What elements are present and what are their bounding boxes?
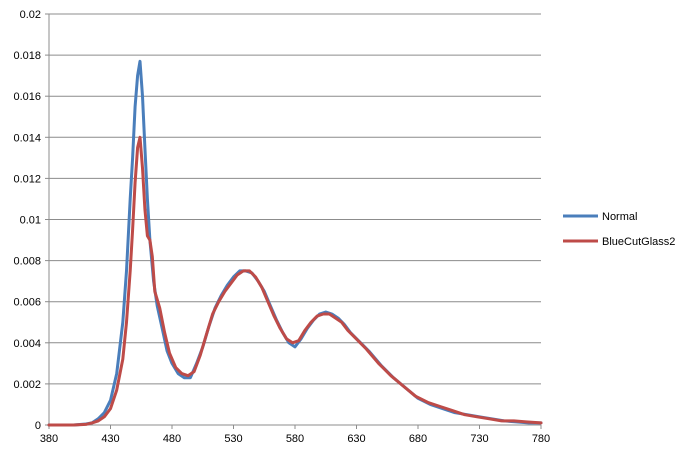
- legend-label: BlueCutGlass2: [602, 236, 675, 248]
- x-tick-label: 580: [286, 433, 304, 445]
- y-tick-label: 0.002: [13, 379, 41, 391]
- x-tick-label: 530: [224, 433, 242, 445]
- x-axis-ticks: 380 430 480 530 580 630 680 730 780: [40, 425, 550, 445]
- x-tick-label: 780: [532, 433, 550, 445]
- y-tick-label: 0.004: [13, 338, 41, 350]
- x-tick-label: 730: [470, 433, 488, 445]
- legend: Normal BlueCutGlass2: [563, 211, 675, 248]
- y-tick-label: 0.006: [13, 297, 41, 309]
- y-tick-label: 0.01: [20, 215, 41, 227]
- y-tick-label: 0.008: [13, 256, 41, 268]
- x-tick-label: 380: [40, 433, 58, 445]
- series-line-2: [47, 135, 543, 427]
- y-tick-label: 0.012: [13, 173, 41, 185]
- y-tick-label: 0.018: [13, 50, 41, 62]
- y-tick-label: 0: [35, 420, 41, 432]
- legend-label: Normal: [602, 211, 637, 223]
- y-tick-label: 0.016: [13, 91, 41, 103]
- series-lines: [47, 59, 543, 427]
- y-axis-ticks: 0 0.002 0.004 0.006 0.008 0.01 0.012 0.014 0.016…: [13, 9, 49, 432]
- x-tick-label: 630: [347, 433, 365, 445]
- x-tick-label: 480: [163, 433, 181, 445]
- x-tick-label: 680: [409, 433, 427, 445]
- y-tick-label: 0.014: [13, 132, 41, 144]
- series-line-1: [47, 59, 543, 427]
- y-tick-label: 0.02: [20, 9, 41, 21]
- x-tick-label: 430: [101, 433, 119, 445]
